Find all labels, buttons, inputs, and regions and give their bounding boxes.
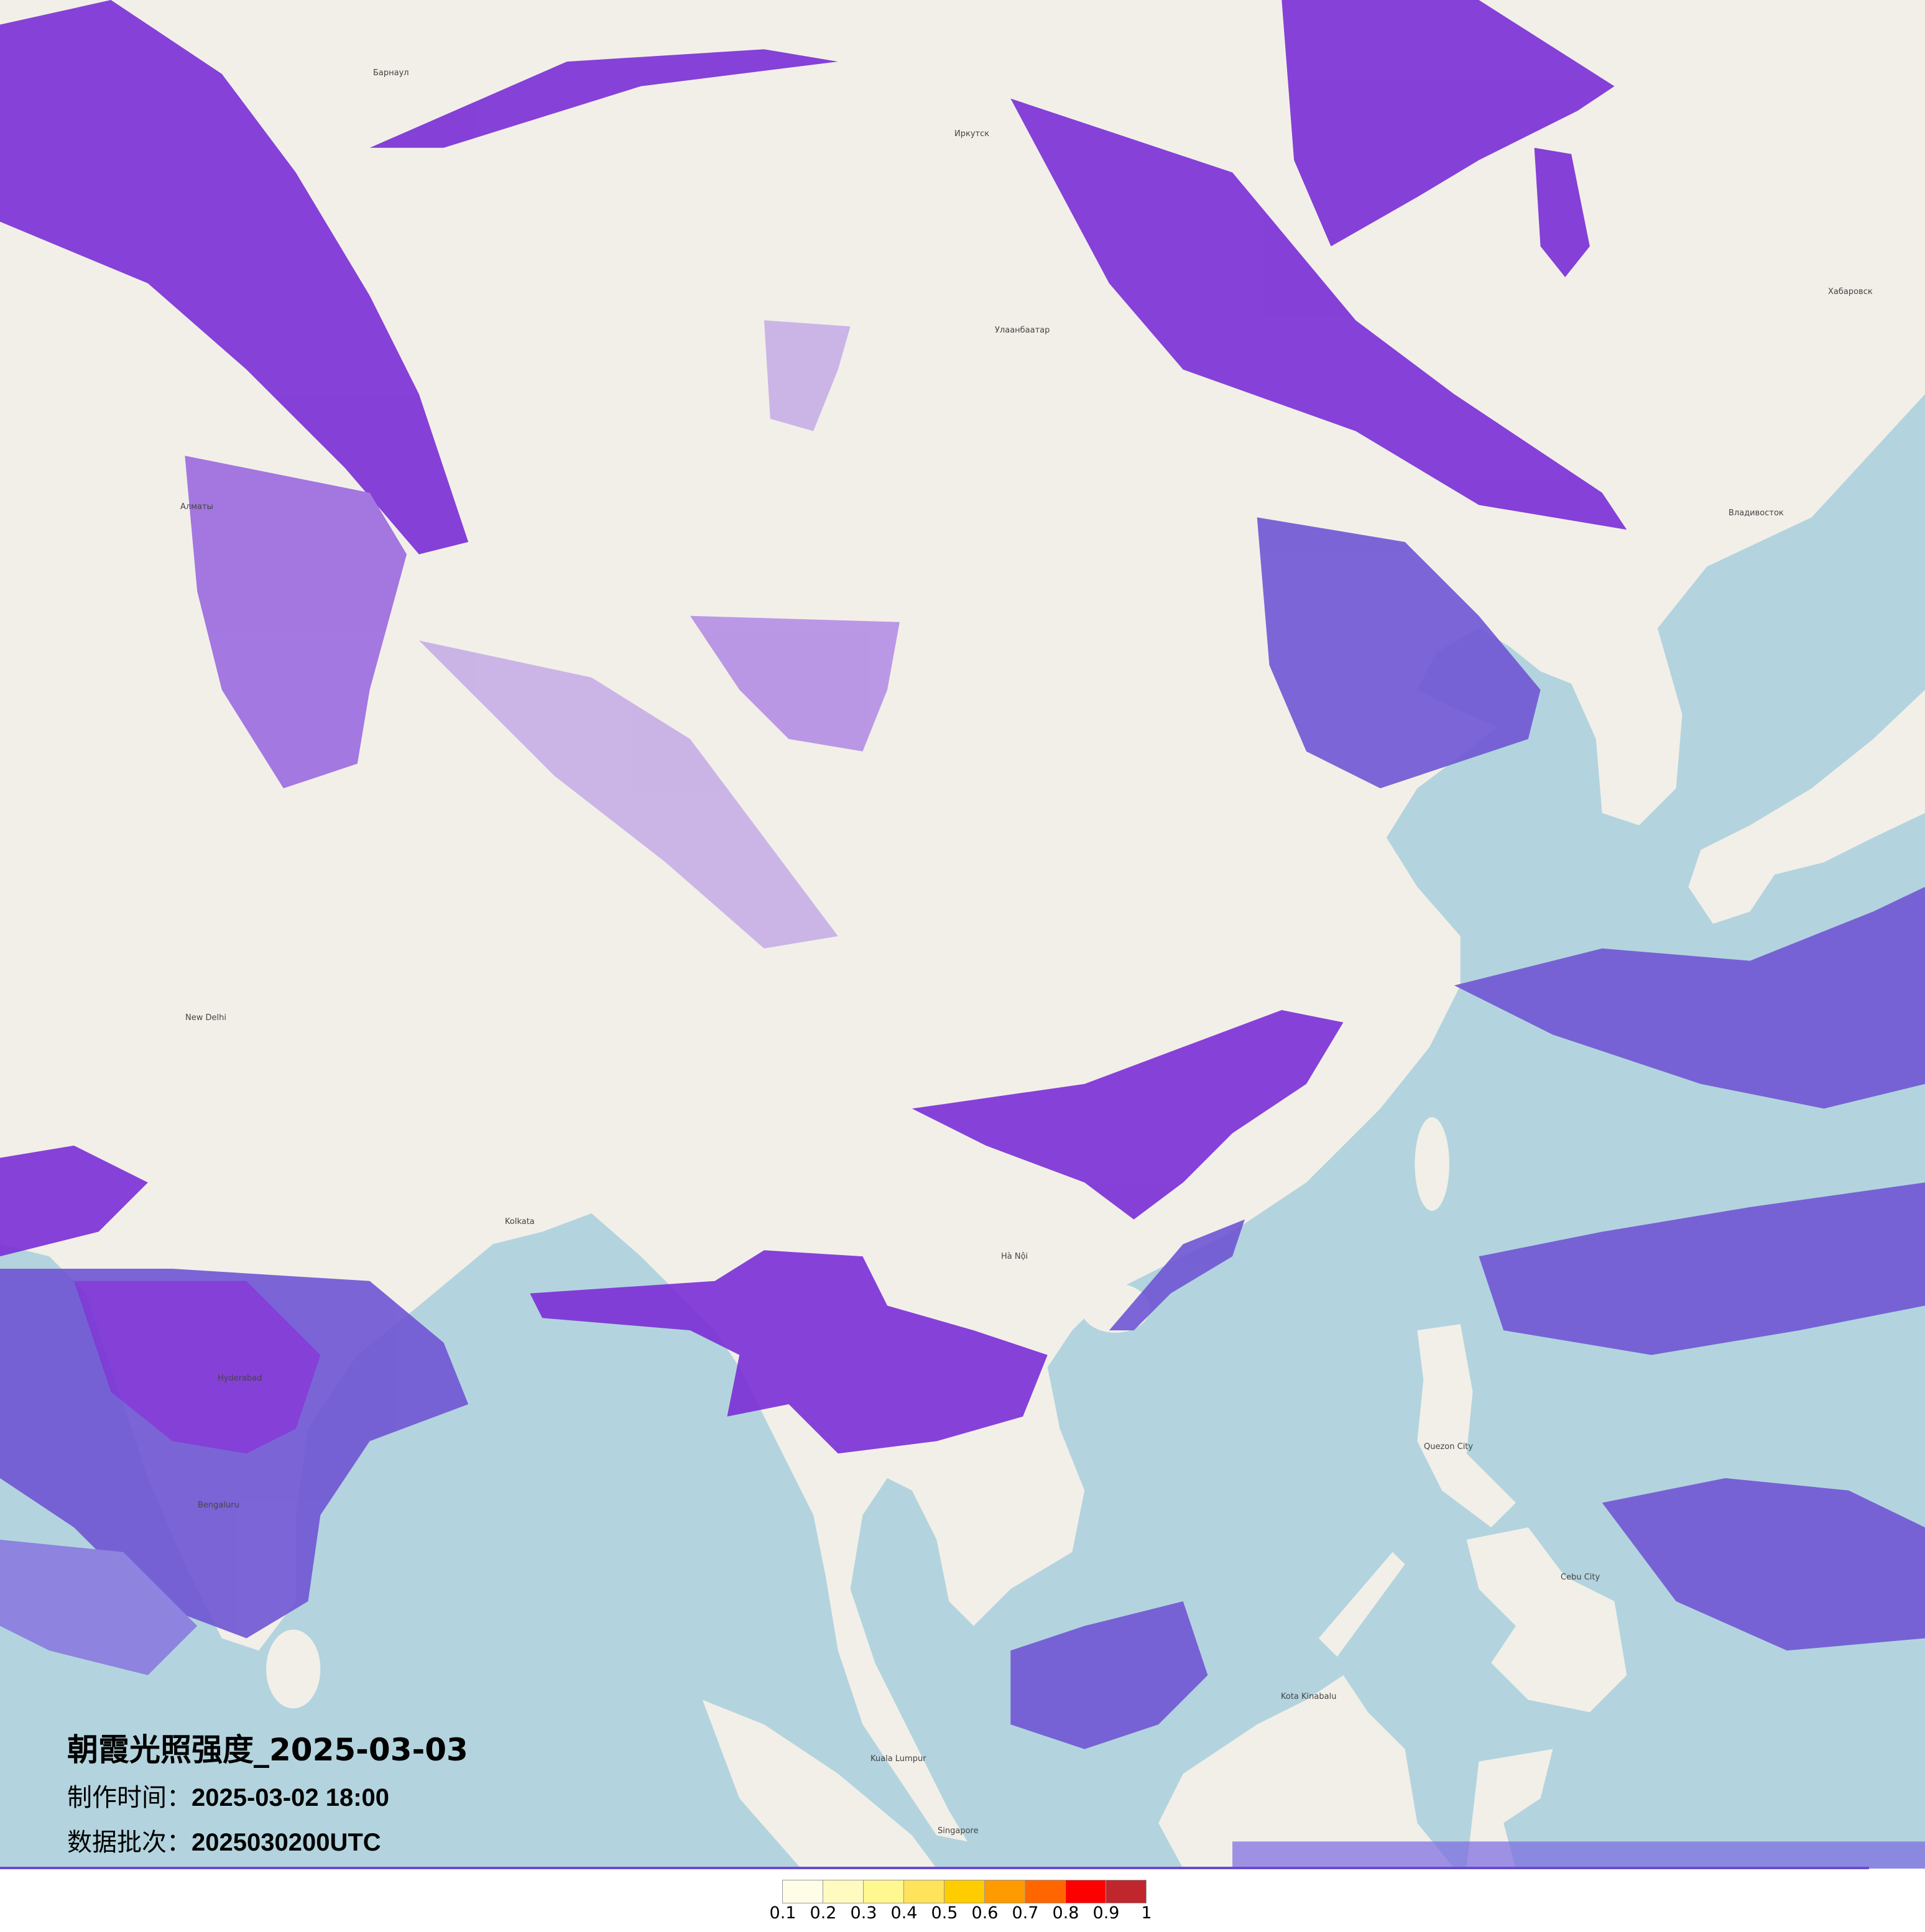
legend-swatch (1065, 1880, 1106, 1903)
overlay-borneo (1010, 1601, 1208, 1749)
production-time-label: 制作时间： (67, 1783, 192, 1812)
land-sulawesi (1466, 1749, 1553, 1869)
land-japan (1688, 689, 1925, 924)
legend-swatch (782, 1880, 823, 1903)
overlay-pacific-2 (1479, 1182, 1925, 1355)
overlay-pacific-3 (1602, 1478, 1925, 1651)
legend-label: 0.6 (971, 1903, 999, 1923)
legend-swatch (1025, 1880, 1066, 1903)
place-label: Bengaluru (198, 1501, 239, 1510)
legend-label: 0.1 (769, 1903, 796, 1923)
legend-label: 0.4 (890, 1903, 918, 1923)
place-label: Иркутск (954, 129, 990, 139)
overlay-siberia-streak (369, 49, 838, 148)
overlay-qinghai (690, 615, 900, 752)
color-legend (782, 1880, 1147, 1903)
legend-swatch (944, 1880, 985, 1903)
place-label: Алматы (180, 502, 213, 512)
land-borneo (1158, 1675, 1454, 1869)
overlay-kazakh-band (0, 0, 469, 554)
place-label: Барнаул (373, 68, 409, 78)
place-label: Kolkata (505, 1217, 535, 1226)
legend-label: 0.3 (850, 1903, 877, 1923)
overlay-bay-bengal (0, 1539, 198, 1675)
place-label: Cebu City (1561, 1573, 1600, 1582)
map-canvas[interactable] (0, 0, 1925, 1869)
legend-swatch (863, 1880, 904, 1903)
place-label: Kota Kinabalu (1281, 1692, 1337, 1701)
map-title: 朝霞光照强度_2025-03-03 (67, 1732, 468, 1768)
legend-label: 0.9 (1092, 1903, 1120, 1923)
legend-label: 0.7 (1012, 1903, 1039, 1923)
land-sakhalin (1885, 147, 1925, 395)
place-label: Singapore (938, 1826, 979, 1836)
legend-swatch (823, 1880, 864, 1903)
land-visayas-mindanao (1466, 1527, 1627, 1713)
legend-label: 0.5 (931, 1903, 958, 1923)
place-label: Hà Nội (1001, 1252, 1028, 1261)
data-batch-value: 2025030200UTC (192, 1829, 381, 1856)
land-luzon (1417, 1324, 1516, 1528)
title-block: 朝霞光照强度_2025-03-03 制作时间：2025-03-02 18:00 … (67, 1731, 468, 1858)
morning-glow-overlay (0, 0, 1925, 1749)
overlay-central-asia (185, 456, 407, 789)
land-taiwan (1415, 1117, 1449, 1211)
legend-label: 0.8 (1052, 1903, 1079, 1923)
legend-swatch (903, 1880, 944, 1903)
overlay-north-china-plain (1257, 517, 1541, 789)
land-palawan (1318, 1552, 1405, 1657)
overlay-tibet-light (418, 640, 838, 949)
data-batch-label: 数据批次： (67, 1828, 192, 1857)
legend-label: 1 (1141, 1903, 1152, 1923)
production-time-value: 2025-03-02 18:00 (192, 1784, 390, 1811)
data-batch: 数据批次：2025030200UTC (67, 1827, 468, 1858)
land-sri-lanka (266, 1629, 321, 1709)
ocean-north-east-pacific-strip (1232, 1841, 1925, 1869)
place-label: Quezon City (1424, 1442, 1474, 1451)
overlay-south-china (912, 1010, 1344, 1220)
map-bottom-border (0, 1867, 1869, 1869)
place-label: Владивосток (1729, 508, 1784, 518)
overlay-india-core (73, 1281, 321, 1454)
overlay-kamchatka-blob (1534, 147, 1590, 277)
overlay-myanmar-thai (530, 1250, 1048, 1454)
overlay-amur (1281, 0, 1615, 247)
legend-label: 0.2 (810, 1903, 837, 1923)
overlay-pacific-1 (1454, 886, 1925, 1109)
place-label: Hyderabad (218, 1374, 262, 1383)
place-label: New Delhi (185, 1013, 226, 1023)
overlay-bottom-strip (1232, 1841, 1925, 1869)
overlay-mongolia-light (764, 320, 851, 431)
overlay-gujarat (0, 1145, 148, 1257)
overlay-south-coast (1109, 1219, 1245, 1331)
overlay-northeast-band (1010, 98, 1627, 530)
place-label: Улаанбаатар (995, 326, 1050, 335)
legend-labels: 0.1 0.2 0.3 0.4 0.5 0.6 0.7 0.8 0.9 1 (769, 1903, 1169, 1928)
legend-swatch (1106, 1880, 1147, 1903)
place-label: Kuala Lumpur (870, 1754, 926, 1764)
land-sumatra (702, 1700, 937, 1869)
legend-swatch (984, 1880, 1025, 1903)
production-time: 制作时间：2025-03-02 18:00 (67, 1782, 468, 1813)
place-label: Хабаровск (1828, 287, 1873, 297)
